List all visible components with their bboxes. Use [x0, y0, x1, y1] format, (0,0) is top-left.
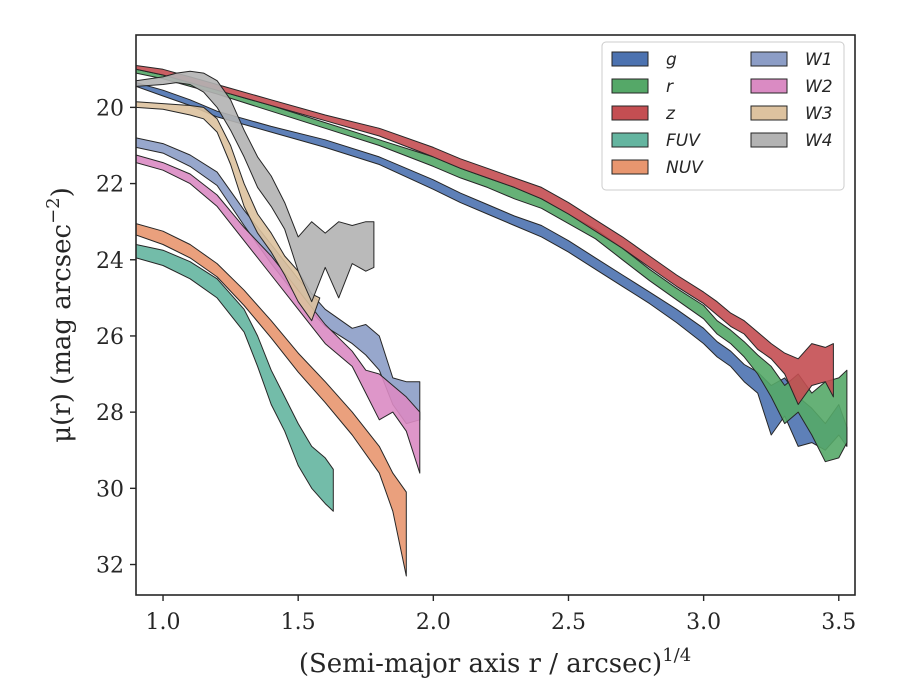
legend-swatch-r: [611, 78, 649, 94]
legend-swatch-w1: [750, 51, 788, 67]
legend-swatch-w2: [750, 78, 788, 94]
x-tick-label: 3.5: [821, 610, 856, 635]
legend-label-w3: W3: [805, 104, 833, 124]
band-nuv: [136, 223, 407, 577]
band-g: [136, 82, 848, 451]
legend-swatch-g: [611, 51, 649, 67]
x-tick-label: 1.0: [146, 610, 181, 635]
x-tick-label: 2.0: [416, 610, 451, 635]
legend-label-w4: W4: [805, 131, 833, 151]
band-w2: [136, 154, 421, 474]
x-tick-label: 2.5: [551, 610, 586, 635]
legend-swatch-fuv: [611, 132, 649, 148]
legend-label-nuv: NUV: [666, 158, 704, 178]
legend-label-z: z: [665, 104, 676, 124]
legend-label-r: r: [666, 77, 674, 97]
x-tick-label: 1.5: [281, 610, 316, 635]
legend-label-w1: W1: [805, 50, 833, 70]
y-tick-label: 22: [96, 173, 124, 198]
legend-swatch-z: [611, 105, 649, 121]
x-axis-title: (Semi-major axis r / arcsec)1/4: [299, 645, 691, 679]
y-tick-label: 26: [96, 325, 124, 350]
band-z: [136, 65, 834, 405]
plot-frame: [135, 34, 856, 596]
band-w4: [136, 70, 375, 303]
legend-swatch-nuv: [611, 159, 649, 175]
legend-swatch-w3: [750, 105, 788, 121]
legend-label-w2: W2: [805, 77, 833, 97]
legend-label-fuv: FUV: [666, 131, 701, 151]
band-w3: [136, 101, 321, 322]
legend-swatch-w4: [750, 132, 788, 148]
y-axis-title: μ(r) (mag arcsec−2): [43, 187, 77, 443]
band-layer: [136, 65, 848, 577]
y-tick-label: 32: [96, 554, 124, 579]
x-axis: 1.0 1.5 2.0 2.5 3.0 3.5: [146, 595, 856, 635]
y-tick-label: 24: [96, 249, 124, 274]
y-tick-label: 28: [96, 401, 124, 426]
x-tick-label: 3.0: [686, 610, 721, 635]
y-axis: 20 22 24 26 28 30 32: [96, 96, 136, 579]
legend-label-g: g: [666, 50, 677, 70]
legend: grz FUV NUV W1 W2 W3 W4: [601, 41, 845, 191]
y-tick-label: 20: [96, 96, 124, 121]
band-fuv: [136, 244, 334, 512]
y-tick-label: 30: [96, 477, 124, 502]
